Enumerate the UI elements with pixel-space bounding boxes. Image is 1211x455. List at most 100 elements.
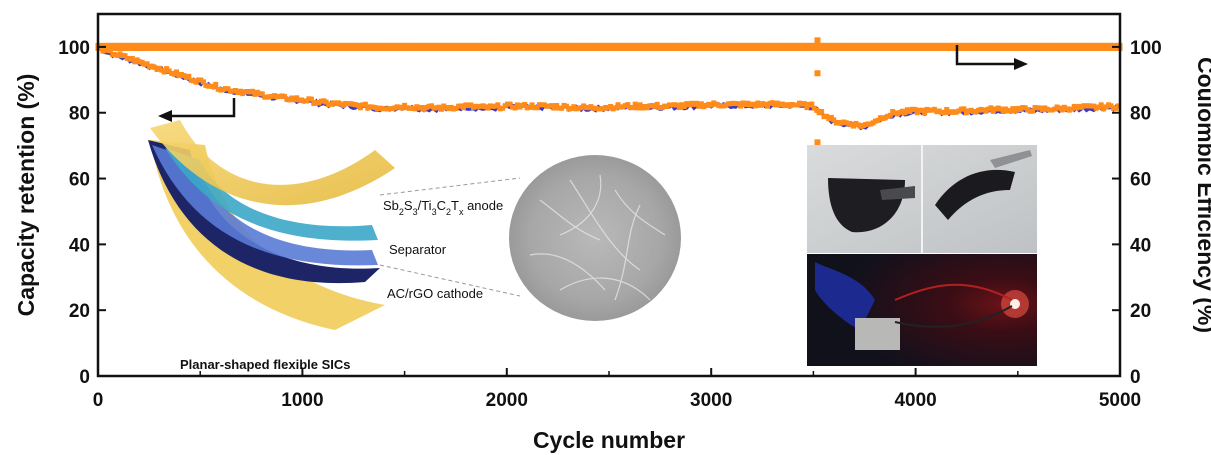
capacity-point bbox=[613, 105, 618, 111]
y-left-tick-label: 20 bbox=[69, 301, 90, 322]
capacity-point bbox=[625, 102, 631, 108]
y-left-tick-label: 100 bbox=[58, 38, 90, 59]
capacity-point bbox=[765, 103, 771, 109]
anode-label-part: Sb bbox=[383, 198, 399, 213]
capacity-point bbox=[213, 81, 219, 87]
capacity-point bbox=[635, 105, 641, 111]
left-axis-arrow bbox=[170, 98, 236, 118]
capacity-point bbox=[122, 53, 128, 59]
device-illustration bbox=[148, 120, 395, 330]
capacity-point bbox=[507, 101, 513, 107]
capacity-outlier-point bbox=[814, 139, 821, 146]
capacity-point bbox=[1012, 108, 1018, 114]
capacity-point bbox=[801, 101, 807, 107]
capacity-point bbox=[875, 117, 881, 123]
x-axis-title: Cycle number bbox=[533, 427, 685, 453]
cathode-label: AC/rGO cathode bbox=[387, 286, 483, 301]
capacity-point bbox=[438, 106, 444, 112]
capacity-point bbox=[1059, 107, 1065, 113]
x-tick-label: 4000 bbox=[894, 390, 936, 411]
anode-label-subscript: x bbox=[459, 207, 464, 217]
capacity-point bbox=[738, 103, 744, 109]
capacity-point bbox=[161, 69, 167, 75]
capacity-point bbox=[308, 96, 314, 102]
photo-flexible-electrode bbox=[807, 145, 1037, 253]
capacity-point bbox=[129, 55, 135, 61]
x-tick-label: 2000 bbox=[486, 390, 528, 411]
capacity-point bbox=[174, 69, 179, 75]
capacity-point bbox=[564, 103, 569, 109]
efficiency-outlier-point bbox=[814, 37, 821, 44]
anode-label: Sb2S3/Ti3C2Tx anode bbox=[383, 198, 503, 217]
series-coulombic-efficiency bbox=[95, 37, 1123, 77]
capacity-point bbox=[887, 112, 893, 118]
capacity-point bbox=[522, 101, 528, 107]
capacity-point bbox=[1020, 105, 1026, 110]
y-left-tick-label: 80 bbox=[69, 104, 90, 125]
capacity-point bbox=[804, 105, 810, 111]
capacity-point bbox=[124, 55, 130, 61]
capacity-discharge-line bbox=[97, 46, 1120, 131]
efficiency-outlier-point bbox=[814, 70, 821, 77]
capacity-point bbox=[512, 105, 518, 111]
y-right-tick-label: 60 bbox=[1130, 170, 1151, 191]
anode-label-part: anode bbox=[463, 198, 503, 213]
device-caption: Planar-shaped flexible SICs bbox=[180, 357, 351, 372]
capacity-point bbox=[259, 91, 265, 97]
capacity-point bbox=[281, 93, 287, 99]
capacity-point bbox=[1098, 102, 1104, 108]
capacity-point bbox=[681, 104, 687, 109]
capacity-point bbox=[922, 110, 928, 116]
capacity-point bbox=[912, 106, 918, 112]
capacity-point bbox=[100, 48, 106, 54]
capacity-point bbox=[694, 100, 699, 106]
anode-label-part: /Ti bbox=[418, 198, 432, 213]
capacity-point bbox=[919, 107, 925, 113]
y-right-tick-label: 100 bbox=[1130, 38, 1162, 59]
capacity-point bbox=[819, 109, 825, 114]
anode-label-subscript: 2 bbox=[446, 207, 451, 217]
capacity-point bbox=[529, 102, 535, 108]
anode-label-part: S bbox=[404, 198, 413, 213]
capacity-point bbox=[362, 101, 368, 107]
x-tick-label: 3000 bbox=[690, 390, 732, 411]
anode-label-subscript: 3 bbox=[413, 207, 418, 217]
capacity-point bbox=[809, 101, 815, 107]
capacity-point bbox=[144, 61, 150, 67]
photo-led-demo bbox=[807, 254, 1037, 366]
capacity-point bbox=[902, 110, 908, 116]
y-left-tick-label: 0 bbox=[79, 367, 90, 388]
capacity-point bbox=[988, 105, 994, 111]
y-left-tick-label: 60 bbox=[69, 170, 90, 191]
x-tick-label: 5000 bbox=[1099, 390, 1141, 411]
anode-label-part: T bbox=[451, 198, 459, 213]
series-capacity-discharge bbox=[97, 46, 1120, 131]
axes: 0 1000 2000 3000 4000 50000204060801000204060… bbox=[58, 12, 1162, 411]
capacity-point bbox=[551, 105, 557, 111]
plot-area: 0 1000 2000 3000 4000 50000204060801000204060… bbox=[58, 12, 1162, 411]
capacity-point bbox=[831, 117, 837, 123]
y-right-tick-label: 40 bbox=[1130, 235, 1151, 256]
separator-label: Separator bbox=[389, 242, 447, 257]
capacity-point bbox=[323, 99, 329, 105]
capacity-point bbox=[357, 105, 363, 111]
capacity-point bbox=[1069, 106, 1075, 112]
x-tick-label: 0 bbox=[93, 390, 104, 411]
capacity-point bbox=[1030, 108, 1035, 114]
capacity-point bbox=[676, 105, 682, 110]
capacity-point bbox=[961, 106, 967, 112]
capacity-point bbox=[698, 101, 704, 107]
y-right-axis-title: Coulombic Efficiency (%) bbox=[1193, 57, 1211, 333]
right-axis-arrowhead bbox=[1014, 58, 1028, 70]
capacity-point bbox=[495, 102, 501, 108]
y-left-axis-title: Capacity retention (%) bbox=[13, 74, 39, 317]
capacity-point bbox=[461, 105, 466, 111]
capacity-point bbox=[250, 88, 255, 94]
capacity-point bbox=[632, 101, 638, 107]
axis-arrows bbox=[158, 45, 1028, 122]
capacity-point bbox=[559, 105, 565, 111]
capacity-point bbox=[752, 103, 758, 109]
right-axis-arrow bbox=[955, 45, 1015, 66]
